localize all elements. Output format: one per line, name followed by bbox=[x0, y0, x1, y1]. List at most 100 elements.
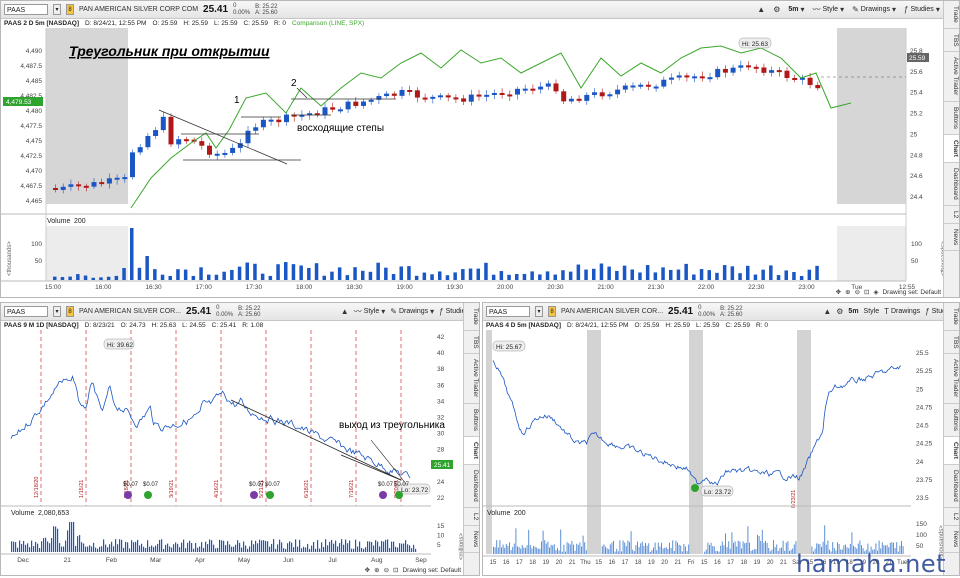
top-chart[interactable]: 4,490 4,487.5 4,485 4,482.5 4,480 4,477.5 4,47… bbox=[1, 18, 946, 298]
side-tab-trade[interactable]: Trade bbox=[464, 303, 479, 331]
side-tab-tbs[interactable]: TBS bbox=[464, 331, 479, 355]
bl-bottom-bar: ✥ ⊕ ⊖ ⊡ Drawing set: Default bbox=[1, 565, 464, 575]
side-tab-news[interactable]: News bbox=[464, 526, 479, 554]
timeframe-button[interactable]: 5m ▾ bbox=[788, 5, 805, 14]
side-tab-tbs[interactable]: TBS bbox=[944, 331, 959, 355]
settings-icon[interactable]: ⚙ bbox=[836, 307, 844, 316]
time-tick-label: 18 bbox=[529, 560, 536, 566]
symbol-dropdown-icon[interactable]: ▾ bbox=[535, 306, 543, 317]
volume-bar bbox=[504, 547, 506, 554]
zoom-fit-icon[interactable]: ⊡ bbox=[864, 289, 870, 296]
link-icon[interactable]: 8 bbox=[66, 4, 74, 15]
volume-bar bbox=[359, 541, 361, 552]
drawings-button[interactable]: ✎ Drawings ▾ bbox=[852, 5, 896, 14]
side-tab-news[interactable]: News bbox=[944, 224, 959, 252]
side-tab-l2[interactable]: L2 bbox=[944, 508, 959, 526]
volume-bar bbox=[127, 542, 129, 552]
chart-type-icon[interactable]: ▲ bbox=[823, 307, 832, 316]
volume-bar bbox=[553, 544, 555, 554]
volume-bar bbox=[550, 544, 552, 554]
step-up-arrow[interactable] bbox=[296, 87, 308, 99]
zoom-out-icon[interactable]: ⊖ bbox=[854, 289, 861, 296]
drawing-set-label[interactable]: Drawing set: Default bbox=[402, 566, 461, 574]
symbol-input[interactable]: PAAS bbox=[4, 306, 48, 317]
side-tab-active-trader[interactable]: Active Trader bbox=[464, 354, 479, 404]
symbol-input[interactable]: PAAS bbox=[486, 306, 530, 317]
volume-bar bbox=[271, 543, 273, 552]
candle-body bbox=[769, 70, 775, 73]
triangle-upper-line[interactable] bbox=[230, 399, 402, 481]
daily-chart[interactable]: 12/18/20 1/15/21 2/18/21 3/19/21 4/16/21 5/21… bbox=[1, 320, 466, 576]
volume-bar bbox=[638, 272, 642, 280]
side-tab-active-trader[interactable]: Active Trader bbox=[944, 52, 959, 102]
drawings-button[interactable]: ✎ Drawings ▾ bbox=[390, 307, 435, 316]
side-tab-trade[interactable]: Trade bbox=[944, 1, 959, 29]
side-tab-news[interactable]: News bbox=[944, 526, 959, 554]
volume-bar bbox=[582, 535, 584, 554]
drawing-set-label[interactable]: Drawing set: Default bbox=[882, 288, 941, 296]
side-tab-l2[interactable]: L2 bbox=[944, 206, 959, 224]
volume-bar bbox=[333, 543, 335, 552]
volume-bar bbox=[175, 542, 177, 552]
volume-bar bbox=[761, 269, 765, 280]
symbol-dropdown-icon[interactable]: ▾ bbox=[53, 4, 61, 15]
volume-bar bbox=[51, 537, 53, 552]
link-icon[interactable]: 8 bbox=[66, 306, 74, 317]
chart-type-icon[interactable]: ▲ bbox=[340, 307, 349, 316]
volume-bar bbox=[599, 263, 604, 280]
side-tab-dashboard[interactable]: Dashboard bbox=[944, 465, 959, 508]
volume-bar bbox=[669, 269, 673, 280]
drawings-button[interactable]: T Drawings bbox=[884, 307, 921, 316]
volume-bar bbox=[261, 540, 263, 552]
top-toolbar: PAAS ▾ 8 PAN AMERICAN SILVER CORP COM 25… bbox=[1, 1, 959, 19]
side-tab-chart[interactable]: Chart bbox=[464, 436, 479, 465]
zoom-in-icon[interactable]: ⊕ bbox=[374, 567, 380, 574]
volume-bar bbox=[391, 541, 393, 552]
volume-bar bbox=[569, 544, 571, 554]
volume-bar bbox=[291, 542, 293, 552]
pan-icon[interactable]: ✥ bbox=[835, 289, 842, 296]
symbol-dropdown-icon[interactable]: ▾ bbox=[53, 306, 61, 317]
volume-bar bbox=[415, 548, 417, 552]
time-tick-label: 17 bbox=[622, 560, 629, 566]
exit-line[interactable] bbox=[370, 439, 412, 491]
side-tab-dashboard[interactable]: Dashboard bbox=[464, 465, 479, 508]
triangle-upper-line[interactable] bbox=[158, 109, 288, 165]
pan-icon[interactable]: ✥ bbox=[364, 567, 371, 574]
style-button[interactable]: 〰 Style ▾ bbox=[812, 5, 845, 14]
link-icon[interactable]: 8 bbox=[548, 306, 556, 317]
pin-icon[interactable]: ◈ bbox=[873, 289, 879, 296]
volume-bar bbox=[468, 268, 473, 280]
side-tab-dashboard[interactable]: Dashboard bbox=[944, 163, 959, 206]
side-tab-tbs[interactable]: TBS bbox=[944, 29, 959, 53]
side-tab-buttons[interactable]: Buttons bbox=[464, 404, 479, 437]
volume-bar bbox=[407, 266, 411, 280]
style-button[interactable]: Style bbox=[863, 308, 880, 315]
side-tab-chart[interactable]: Chart bbox=[944, 134, 959, 163]
side-tab-buttons[interactable]: Buttons bbox=[944, 102, 959, 135]
zoom-fit-icon[interactable]: ⊡ bbox=[393, 567, 399, 574]
volume-bar bbox=[71, 522, 73, 552]
chart-type-icon[interactable]: ▲ bbox=[757, 5, 766, 14]
volume-bar bbox=[656, 550, 658, 554]
zoom-in-icon[interactable]: ⊕ bbox=[845, 289, 851, 296]
candle-body bbox=[99, 182, 105, 185]
side-tab-chart[interactable]: Chart bbox=[944, 436, 959, 465]
side-tab-trade[interactable]: Trade bbox=[944, 303, 959, 331]
axis-tick-label: 24.5 bbox=[916, 423, 929, 430]
side-tab-l2[interactable]: L2 bbox=[464, 508, 479, 526]
settings-icon[interactable]: ⚙ bbox=[773, 5, 781, 14]
session-gap-1 bbox=[587, 330, 601, 554]
style-button[interactable]: 〰 Style ▾ bbox=[353, 307, 386, 316]
triangle-lower-line[interactable] bbox=[340, 454, 402, 481]
volume-bar bbox=[379, 546, 381, 552]
symbol-input[interactable]: PAAS bbox=[4, 4, 48, 15]
intraday-4d-chart[interactable]: 25.5 25.25 25 24.75 24.5 24.25 24 23.75 23.5 Hi:… bbox=[483, 320, 946, 576]
timeframe-button[interactable]: 5m bbox=[848, 308, 859, 315]
volume-bar bbox=[726, 547, 728, 554]
side-tab-buttons[interactable]: Buttons bbox=[944, 404, 959, 437]
side-tab-active-trader[interactable]: Active Trader bbox=[944, 354, 959, 404]
volume-bar bbox=[391, 273, 396, 280]
zoom-out-icon[interactable]: ⊖ bbox=[383, 567, 390, 574]
